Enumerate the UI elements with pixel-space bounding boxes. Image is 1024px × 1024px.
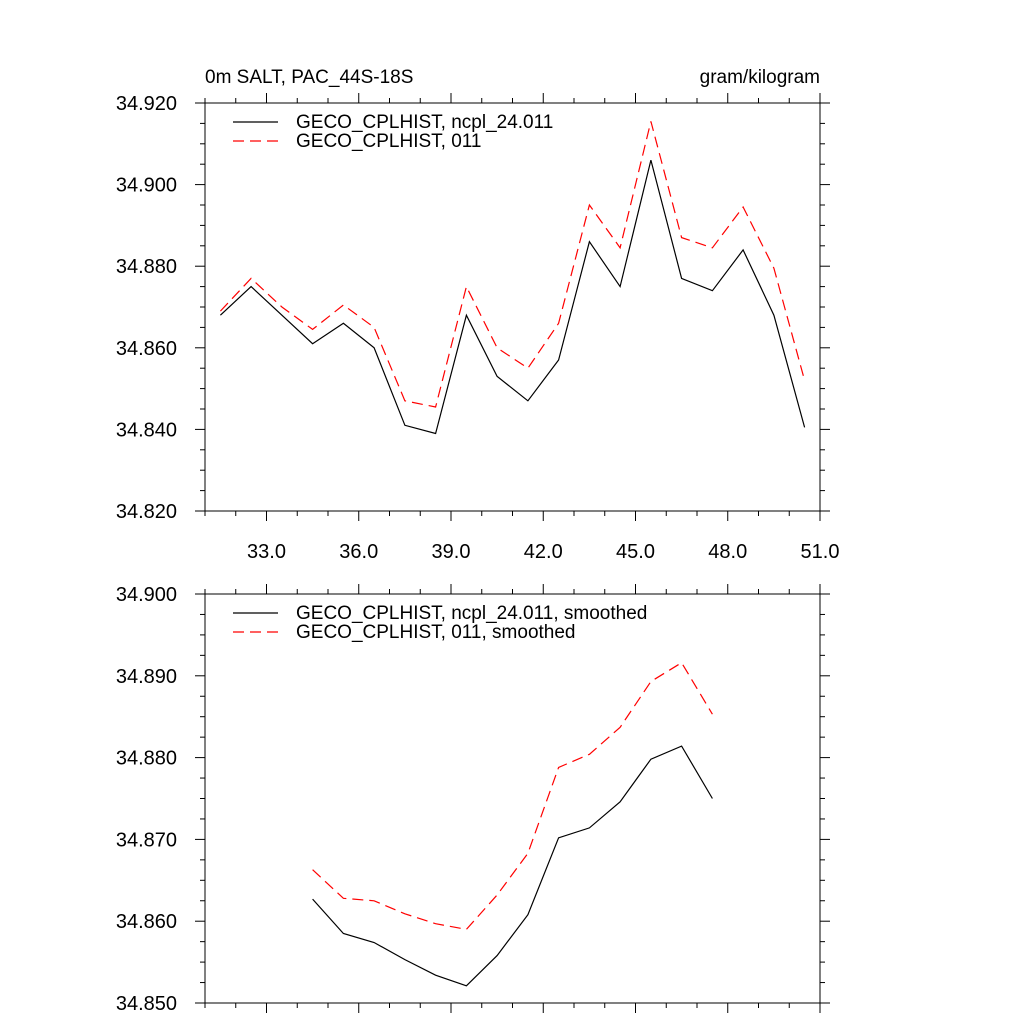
top-legend-label-1: GECO_CPLHIST, ncpl_24.011 bbox=[296, 112, 553, 133]
top-series-line-2 bbox=[219, 121, 806, 408]
top-legend-label-2: GECO_CPLHIST, 011 bbox=[296, 131, 482, 152]
bottom-legend-label-2: GECO_CPLHIST, 011, smoothed bbox=[296, 622, 576, 643]
x-tick-label: 42.0 bbox=[524, 541, 563, 563]
top-chart-title: 0m SALT, PAC_44S-18S bbox=[205, 67, 413, 88]
y-tick-label: 34.870 bbox=[116, 829, 177, 851]
x-tick-label: 45.0 bbox=[616, 541, 655, 563]
bottom-panel: 34.850 34.860 34.870 34.880 34.890 34.900 GEC… bbox=[116, 584, 830, 1015]
top-series-lines bbox=[219, 121, 806, 435]
top-plot-frame bbox=[204, 102, 821, 512]
y-tick-label: 34.900 bbox=[116, 584, 177, 606]
y-tick-label: 34.860 bbox=[116, 911, 177, 933]
x-tick-label: 51.0 bbox=[801, 541, 840, 563]
bottom-series-lines bbox=[312, 661, 713, 987]
top-chart-units: gram/kilogram bbox=[700, 67, 820, 88]
y-tick-label: 34.820 bbox=[116, 501, 177, 523]
top-series-line-1 bbox=[219, 159, 806, 435]
y-tick-label: 34.850 bbox=[116, 993, 177, 1015]
bottom-plot-frame bbox=[204, 593, 821, 1004]
x-tick-label: 36.0 bbox=[339, 541, 378, 563]
y-tick-label: 34.920 bbox=[116, 93, 177, 115]
y-tick-label: 34.840 bbox=[116, 419, 177, 441]
top-panel: 0m SALT, PAC_44S-18S gram/kilogram 34.82… bbox=[116, 67, 840, 563]
y-tick-label: 34.880 bbox=[116, 256, 177, 278]
y-tick-label: 34.900 bbox=[116, 175, 177, 197]
bottom-legend: GECO_CPLHIST, ncpl_24.011, smoothedGECO_… bbox=[233, 603, 647, 643]
y-tick-label: 34.890 bbox=[116, 666, 177, 688]
y-tick-label: 34.880 bbox=[116, 748, 177, 770]
top-axis-ticks: 34.820 34.840 34.860 34.880 34.900 34.920 33.0… bbox=[116, 93, 840, 563]
y-tick-label: 34.860 bbox=[116, 338, 177, 360]
bottom-axis-ticks: 34.850 34.860 34.870 34.880 34.890 34.900 bbox=[116, 584, 830, 1015]
bottom-series-line-1 bbox=[312, 745, 713, 987]
bottom-legend-label-1: GECO_CPLHIST, ncpl_24.011, smoothed bbox=[296, 603, 647, 624]
x-tick-label: 39.0 bbox=[432, 541, 471, 563]
x-tick-label: 48.0 bbox=[708, 541, 747, 563]
x-tick-label: 33.0 bbox=[247, 541, 286, 563]
bottom-series-line-2 bbox=[312, 661, 713, 931]
